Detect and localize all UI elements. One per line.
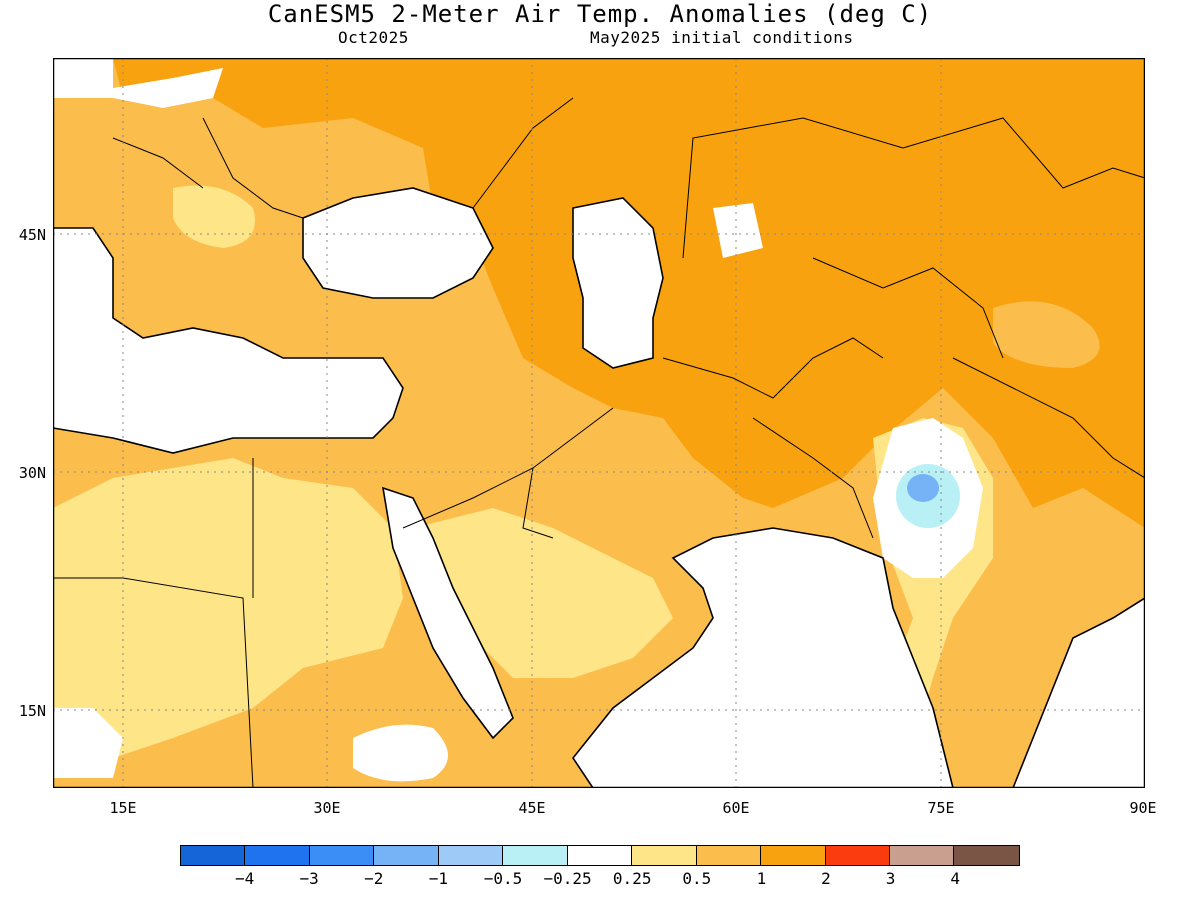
colorbar-tick-label: 3 — [885, 869, 896, 888]
colorbar-swatch — [503, 846, 568, 865]
colorbar-tick-label: 1 — [756, 869, 767, 888]
colorbar-tick-label: −2 — [364, 869, 384, 888]
chart-title: CanESM5 2-Meter Air Temp. Anomalies (deg… — [267, 0, 933, 28]
colorbar-swatch — [374, 846, 439, 865]
gridlines — [53, 58, 1145, 788]
valid-month: Oct2025 — [338, 28, 409, 47]
colorbar-tick-label: −0.25 — [543, 869, 592, 888]
colorbar-swatch — [181, 846, 246, 865]
colorbar-swatch — [825, 846, 890, 865]
colorbar-tick-label: 2 — [821, 869, 831, 888]
colorbar-tick-label: 0.25 — [612, 869, 652, 888]
lon-label-45e: 45E — [518, 799, 546, 817]
colorbar-tick-label: −1 — [428, 869, 449, 888]
lon-label-60e: 60E — [722, 799, 750, 817]
colorbar-swatch — [567, 846, 633, 865]
colorbar-tick-label: −4 — [234, 869, 255, 888]
colorbar-swatch — [309, 846, 375, 865]
lon-label-90e: 90E — [1129, 799, 1157, 817]
lon-label-30e: 30E — [313, 799, 341, 817]
colorbar-swatch — [632, 846, 697, 865]
colorbar-tick-label: 0.5 — [682, 869, 712, 888]
colorbar-swatch — [761, 846, 826, 865]
colorbar-swatch — [245, 846, 310, 865]
coastlines — [53, 187, 1145, 788]
colorbar-swatch — [954, 846, 1019, 865]
lat-label-45n: 45N — [18, 226, 46, 244]
colorbar-swatch — [889, 846, 955, 865]
country-borders — [53, 97, 1145, 788]
colorbar-tick-label: −0.5 — [483, 869, 523, 888]
anomaly-field-neg-0.5-to-1 — [907, 474, 939, 502]
anomaly-field-neutral — [53, 58, 1145, 788]
lon-label-75e: 75E — [927, 799, 955, 817]
colorbar-swatch — [696, 846, 762, 865]
initial-conditions: May2025 initial conditions — [590, 28, 854, 47]
lat-label-30n: 30N — [18, 464, 46, 482]
colorbar-tick-label: 4 — [950, 869, 960, 888]
lon-label-15e: 15E — [109, 799, 137, 817]
map-frame — [53, 58, 1145, 788]
colorbar-tick-label: −3 — [299, 869, 319, 888]
anomaly-map — [53, 58, 1145, 788]
colorbar-swatch — [438, 846, 504, 865]
lat-label-15n: 15N — [18, 702, 46, 720]
colorbar — [180, 845, 1020, 866]
